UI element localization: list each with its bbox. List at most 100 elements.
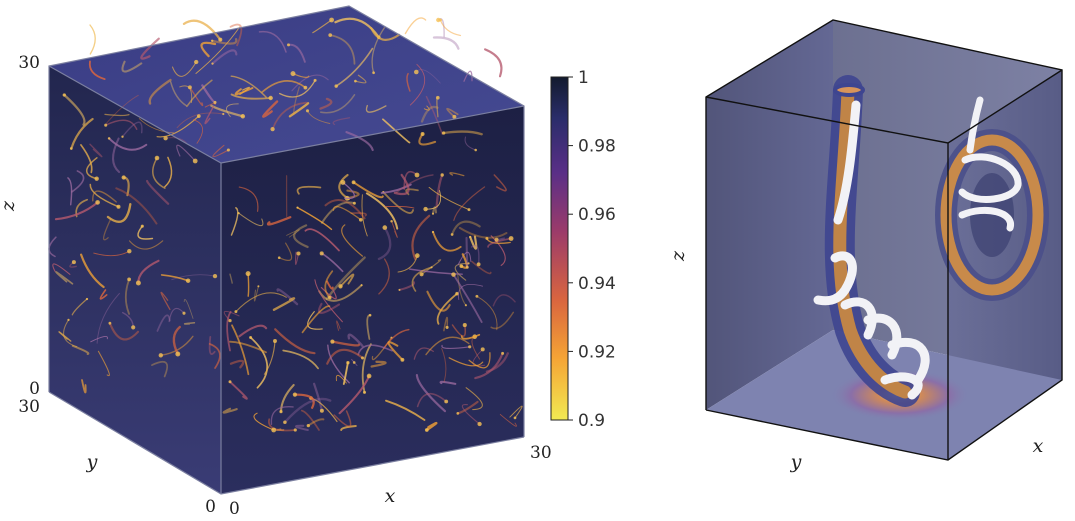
streamline-core [182,311,186,315]
streamline-core [121,135,124,138]
streamline [464,136,477,151]
streamline-core [368,313,372,317]
streamline [320,286,337,300]
streamline [70,117,94,150]
streamline-core [249,336,253,339]
streamline [470,244,480,266]
streamline [121,121,143,138]
streamline [413,347,434,360]
colorbar-tick-label: 1 [578,68,589,88]
streamline-core [319,408,324,413]
streamline [382,328,410,350]
streamline [152,157,166,189]
right-x-axis-label: x [1033,435,1044,457]
streamline [279,383,295,413]
streamline [301,305,331,334]
streamline [295,424,309,432]
streamline [70,170,85,193]
streamline [411,266,433,292]
streamline [222,407,238,414]
streamline-core [283,420,287,425]
streamline-core [480,347,485,352]
streamline-core [196,114,201,118]
streamline-core [296,251,301,256]
streamline [338,374,371,415]
streamline-core [222,112,225,116]
streamline [442,130,483,136]
streamline-core [107,137,111,140]
streamline-core [413,69,419,75]
streamline [420,105,439,123]
streamline [230,75,267,98]
y-tick-bottom: 0 [205,497,216,517]
cube-edges [48,5,525,495]
streamline [345,131,374,152]
streamline [382,191,415,214]
streamline [99,289,108,300]
streamline [423,105,430,111]
streamline [271,101,308,130]
streamline [415,374,446,413]
right-cube [705,19,1063,461]
streamline [314,279,343,323]
streamline-core [468,345,472,349]
streamline [357,344,393,356]
streamline-core [192,158,198,164]
streamline [274,328,316,355]
streamline-core [424,428,429,432]
streamline [326,348,364,365]
streamline-core [354,79,357,83]
streamline [106,203,132,223]
streamline-core [228,380,232,384]
streamline [189,86,204,107]
streamline-core [465,265,469,269]
colorbar-tick-label: 0.9 [578,411,605,431]
streamline-core [116,204,121,209]
streamline [354,74,367,84]
streamline [54,201,99,221]
streamline-core [135,280,141,286]
streamline [439,19,462,37]
streamline [425,421,438,432]
streamline [336,320,341,331]
streamline [296,206,333,231]
streamline-core [464,304,467,307]
streamline-core [296,206,299,209]
z-axis-label: z [0,200,19,212]
streamline [92,190,117,203]
streamline-core [271,427,277,433]
streamline [55,271,74,285]
streamline-core [338,284,343,289]
streamline-core [104,123,108,127]
streamline-core [328,33,333,37]
streamline-core [69,147,73,150]
streamline-core [430,266,433,269]
x-tick-left: 0 [229,499,240,519]
streamline-core [501,351,505,355]
streamline [192,119,203,144]
streamline [111,137,121,174]
streamline [293,86,300,115]
streamline-core [257,285,260,288]
streamline [398,281,416,291]
streamline [156,115,200,138]
streamline [457,274,467,306]
streamline [468,352,491,369]
streamline [249,336,269,389]
colorbar-tick-label: 0.92 [578,342,616,362]
streamline [403,170,418,190]
streamline [171,61,197,77]
streamline [320,201,356,224]
streamline-core [455,291,459,296]
streamline-core [71,260,76,265]
streamline [458,283,484,301]
streamline [335,47,374,87]
streamline [342,361,349,385]
streamline-core [352,361,356,364]
streamline [451,220,481,236]
streamline-core [268,95,273,101]
streamline [229,273,233,284]
streamline-core [513,416,517,420]
streamline [291,74,329,92]
